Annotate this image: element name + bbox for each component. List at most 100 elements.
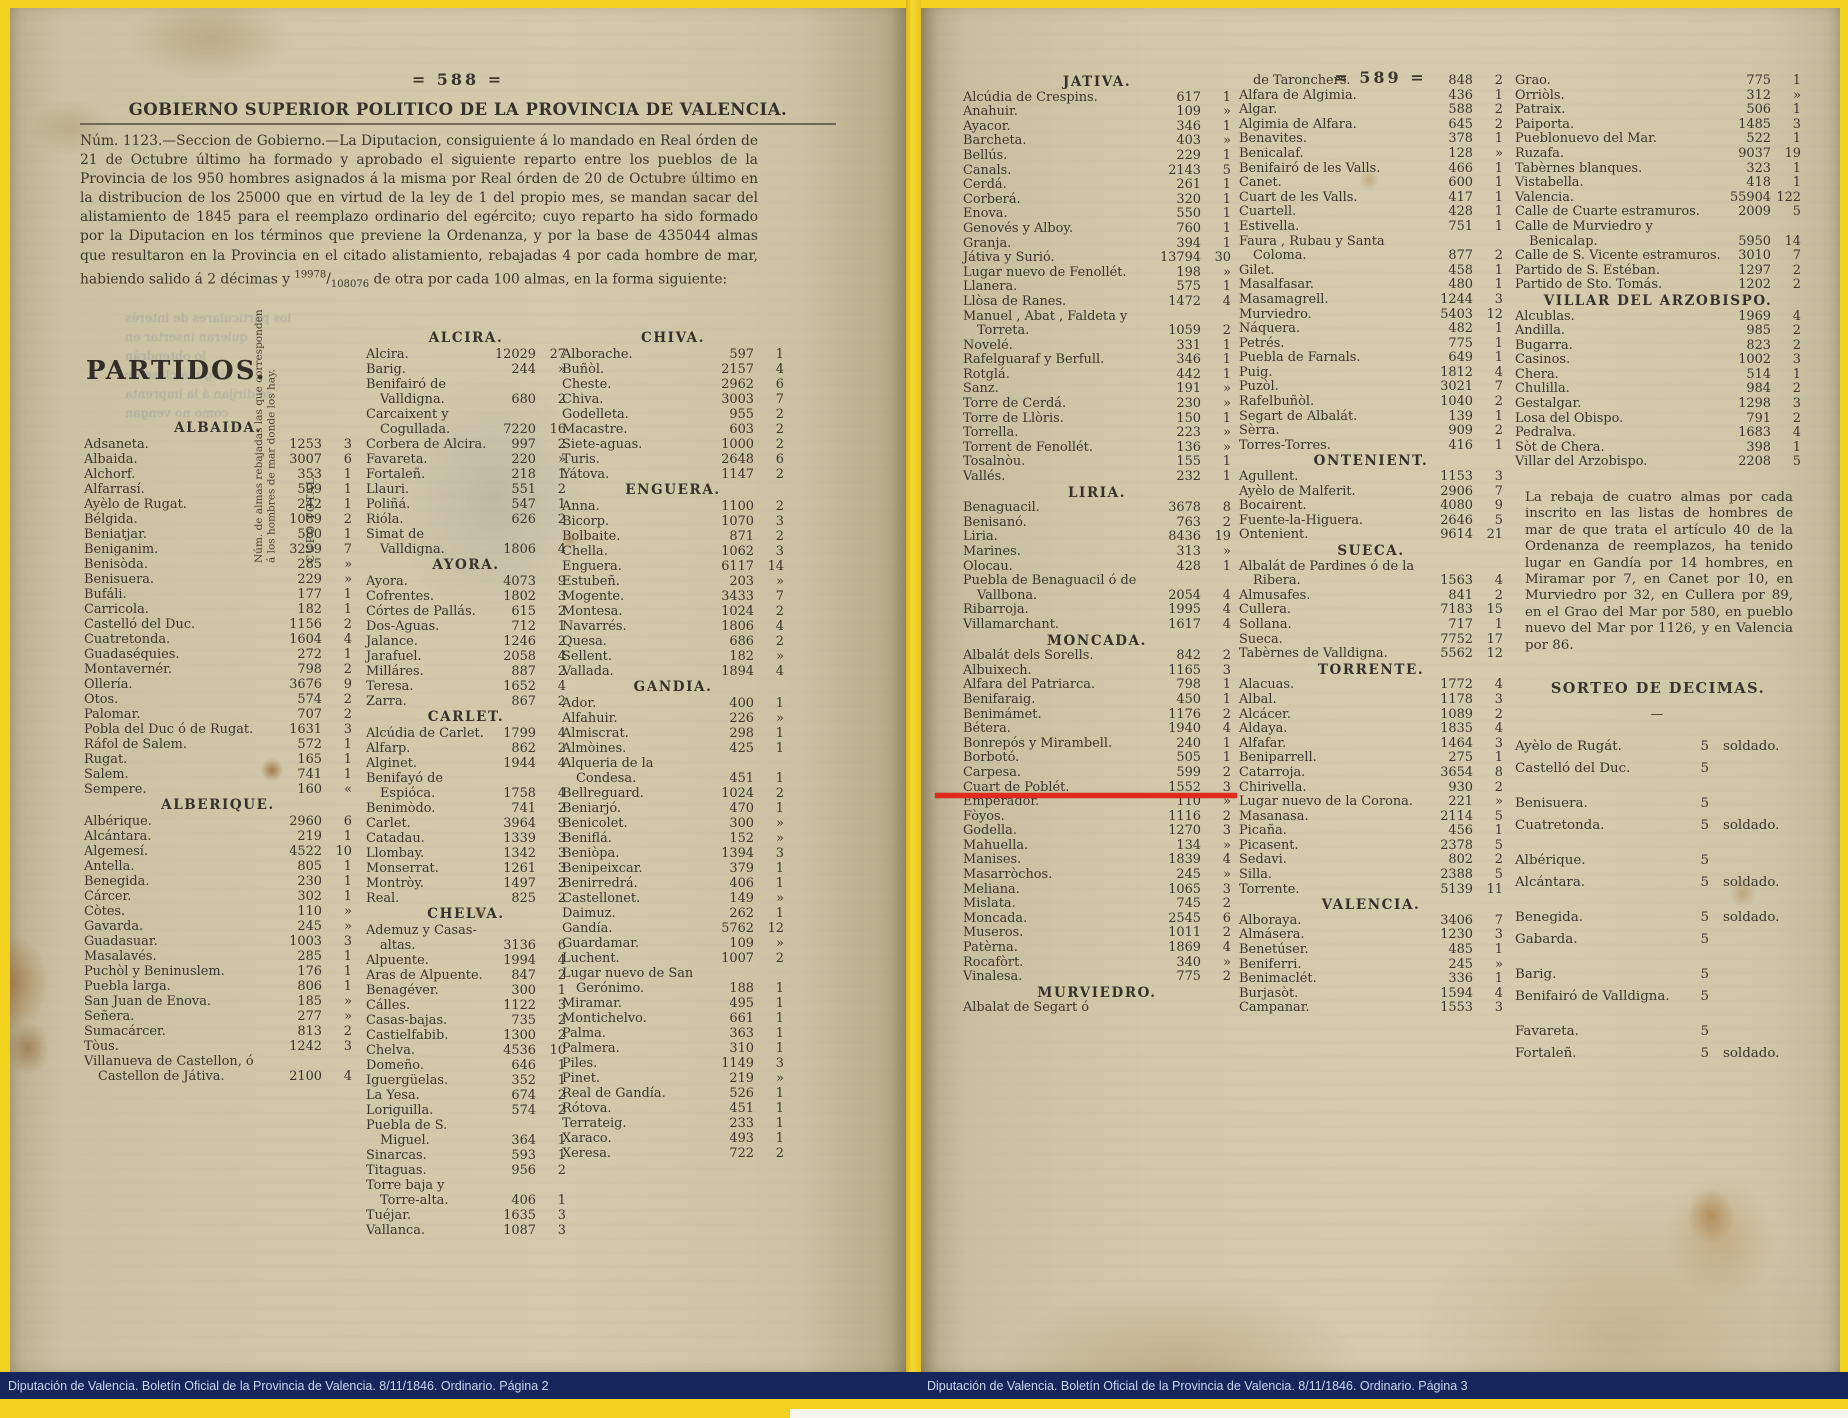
town-name: Daimuz. [562,906,616,921]
town-name: Chulilla. [1515,381,1570,397]
almas-value: 323 [1746,160,1771,176]
table-row: Puebla de Benaguacil ó de Vallbona. 2054 4 [963,573,1231,603]
section-heading: MURVIEDRO. [1037,984,1157,1001]
almas-value: 229 [297,572,322,587]
cupo-value: 4 [775,619,784,634]
almas-value: 6117 [721,559,754,574]
table-row: Cheste. 2962 6 [562,377,784,392]
cupo-value: 2 [1222,925,1231,941]
cupo-value: 3 [1494,291,1503,307]
table-row: Alboraya. 3406 7 [1239,913,1503,929]
almas-value: 997 [511,437,536,452]
cupo-value: 1 [1222,206,1231,222]
almas-value: 686 [729,634,754,649]
town-name: Tabèrnes blanques. [1515,160,1643,176]
table-row: Señera. 277 » [84,1009,352,1024]
cupo-value: 1 [343,587,352,602]
table-row: Cálles. 1122 3 [366,998,566,1013]
town-name: Cálles. [366,998,411,1013]
town-name: Pedralva. [1515,425,1577,441]
town-name: Rotglá. [963,366,1010,382]
town-name: Patraix. [1515,102,1566,118]
cupo-value: 2 [1494,102,1503,118]
almas-value: 1869 [1168,940,1201,956]
table-row: Calle de S. Vicente estramuros. 3010 7 [1515,249,1801,264]
cupo-value: 12 [1486,646,1503,662]
cupo-value: 1 [775,741,784,756]
almas-value: 930 [1448,779,1473,795]
cupo-value: » [344,919,352,934]
table-row: Llanera. 575 1 [963,280,1231,295]
town-name: Grao. [1515,73,1551,88]
decimas-value: 5 [1700,796,1709,812]
table-row: Montavernér. 798 2 [84,662,352,677]
almas-value: 1464 [1440,735,1473,751]
town-name: Gestalgar. [1515,396,1582,412]
almas-value: 1024 [721,604,754,619]
table-row: Liria. 8436 19 [963,530,1231,545]
cupo-value: 1 [1792,102,1801,118]
town-name: Chiva. [562,392,604,407]
table-row: Puebla de Farnals. 649 1 [1239,351,1503,366]
cupo-value: 4 [1494,677,1503,693]
almas-value: 1149 [721,1056,754,1071]
cupo-value: 3 [775,514,784,529]
table-row: Jalance. 1246 2 [366,634,566,649]
almas-value: 1995 [1168,602,1201,618]
town-name: Murviedro. [1239,306,1312,322]
almas-value: 1563 [1440,573,1473,589]
almas-value: 1342 [503,846,536,861]
almas-value: 1339 [503,831,536,846]
table-row: Canals. 2143 5 [963,163,1231,179]
town-name: Agullent. [1239,469,1299,485]
table-row: Godelleta. 955 2 [562,407,784,422]
town-name: Torre de Cerdá. [963,396,1067,412]
town-name: Moncada. [963,910,1028,926]
almas-value: 588 [1448,102,1473,118]
cupo-value: 1 [1494,262,1503,278]
town-name: Sellent. [562,649,612,664]
table-row: Daimuz. 262 1 [562,906,784,921]
town-name: Paiporta. [1515,116,1575,132]
table-row: Fòyos. 1116 2 [963,809,1231,825]
cupo-value: 1 [775,1086,784,1101]
town-name: Orriòls. [1515,87,1565,103]
table-row: Domeño. 646 1 [366,1058,566,1073]
cupo-value: 1 [1222,677,1231,693]
almas-value: 626 [511,512,536,527]
town-name: Dos-Aguas. [366,619,440,634]
table-row: Siete-aguas. 1000 2 [562,437,784,452]
table-row: Mahuella. 134 » [963,838,1231,854]
cupo-value: 1 [775,801,784,816]
town-name: Córtes de Pallás. [366,604,476,619]
town-name: Albalat de Segart ó [963,1000,1090,1016]
table-row: Casinos. 1002 3 [1515,353,1801,368]
almas-value: 3678 [1168,500,1201,516]
table-row: Ráfol de Salem. 572 1 [84,737,352,752]
page-title: GOBIERNO SUPERIOR POLITICO DE LA PROVINC… [80,100,836,125]
cupo-value: 3 [1222,881,1231,897]
table-row: Tabèrnes de Valldigna. 5562 12 [1239,647,1503,662]
almas-value: 230 [297,874,322,889]
table-row: Tòus. 1242 3 [84,1039,352,1054]
almas-value: 128 [1448,145,1473,161]
table-row: Patraix. 506 1 [1515,103,1801,118]
decimas-value: 5 [1700,967,1709,983]
almas-value: 574 [511,1103,536,1118]
almas-value: 398 [1746,439,1771,455]
almas-value: 597 [729,347,754,362]
town-name: Jalance. [366,634,418,649]
town-name: Villamarchant. [963,616,1059,632]
almas-value: 1472 [1168,293,1201,309]
sorteo-title: SORTEO DE DECIMAS. [1550,680,1766,698]
cupo-value: 4 [1494,573,1503,589]
cupo-value: 1 [343,467,352,482]
decimas-value: 5 [1700,932,1709,948]
almas-value: 310 [729,1041,754,1056]
table-row: Anahuir. 109 » [963,105,1231,120]
section-heading: LIRIA. [1067,484,1127,501]
cupo-value: 1 [1494,175,1503,191]
table-row: Gandía. 5762 12 [562,921,784,936]
town-name: Benicolet. [562,816,628,831]
almas-value: 1799 [503,726,536,741]
